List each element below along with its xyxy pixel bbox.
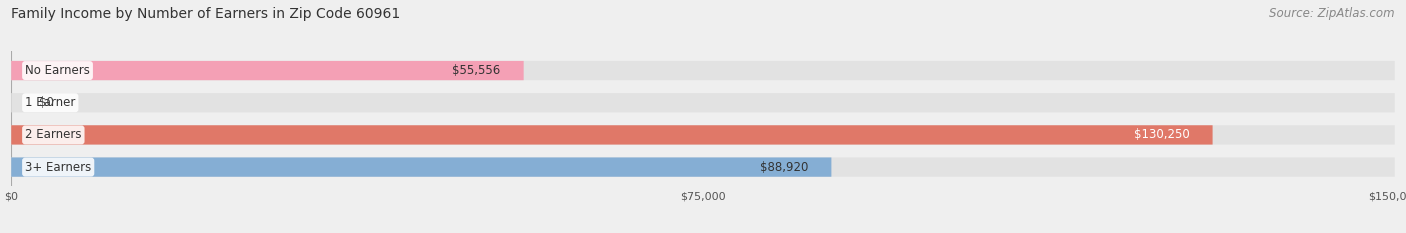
FancyBboxPatch shape [11,93,1395,112]
Text: 1 Earner: 1 Earner [25,96,76,109]
FancyBboxPatch shape [11,61,1395,80]
Text: $55,556: $55,556 [453,64,501,77]
FancyBboxPatch shape [11,61,523,80]
FancyBboxPatch shape [11,158,831,177]
Text: $88,920: $88,920 [761,161,808,174]
Text: 2 Earners: 2 Earners [25,128,82,141]
FancyBboxPatch shape [11,125,1395,144]
FancyBboxPatch shape [11,125,1212,144]
FancyBboxPatch shape [11,158,1395,177]
Text: Family Income by Number of Earners in Zip Code 60961: Family Income by Number of Earners in Zi… [11,7,401,21]
Text: No Earners: No Earners [25,64,90,77]
Text: $0: $0 [39,96,53,109]
Text: $130,250: $130,250 [1133,128,1189,141]
Text: 3+ Earners: 3+ Earners [25,161,91,174]
Text: Source: ZipAtlas.com: Source: ZipAtlas.com [1270,7,1395,20]
